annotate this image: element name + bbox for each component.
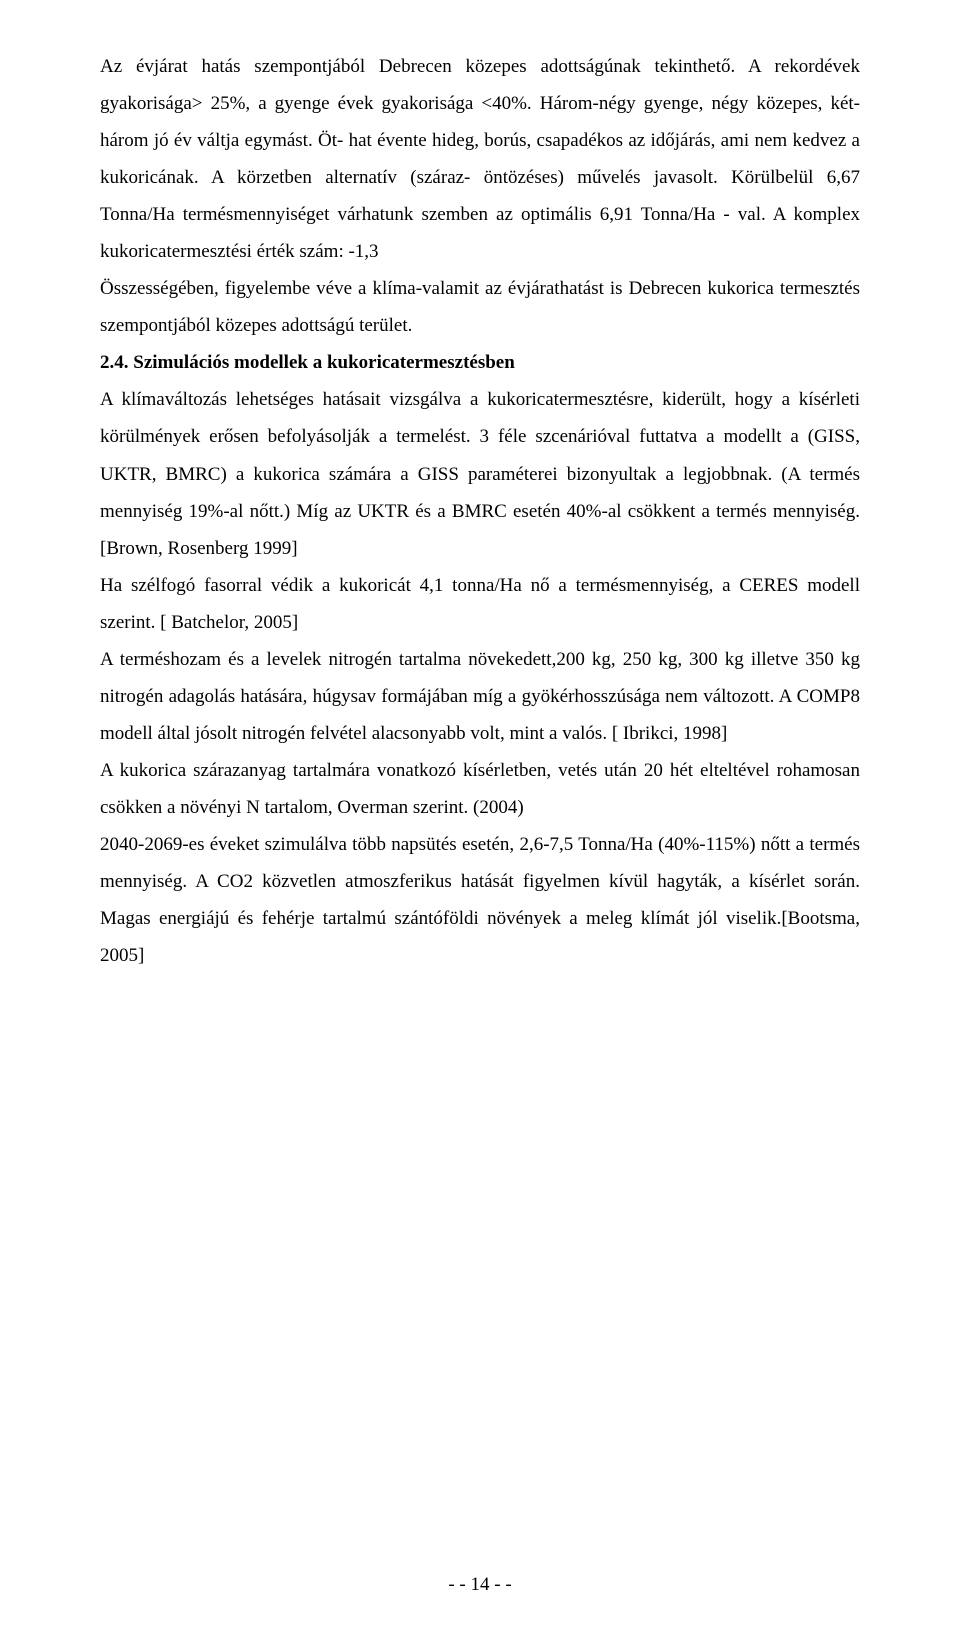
- paragraph-1: Az évjárat hatás szempontjából Debrecen …: [100, 48, 860, 270]
- paragraph-7: 2040-2069-es éveket szimulálva több naps…: [100, 826, 860, 974]
- document-page: Az évjárat hatás szempontjából Debrecen …: [0, 0, 960, 1640]
- paragraph-6: A kukorica szárazanyag tartalmára vonatk…: [100, 752, 860, 826]
- page-footer: - - 14 - -: [0, 1574, 960, 1596]
- paragraph-2: Összességében, figyelembe véve a klíma-v…: [100, 270, 860, 344]
- paragraph-4: Ha szélfogó fasorral védik a kukoricát 4…: [100, 567, 860, 641]
- paragraph-5: A terméshozam és a levelek nitrogén tart…: [100, 641, 860, 752]
- section-heading: 2.4. Szimulációs modellek a kukoricaterm…: [100, 344, 860, 381]
- paragraph-3: A klímaváltozás lehetséges hatásait vizs…: [100, 381, 860, 566]
